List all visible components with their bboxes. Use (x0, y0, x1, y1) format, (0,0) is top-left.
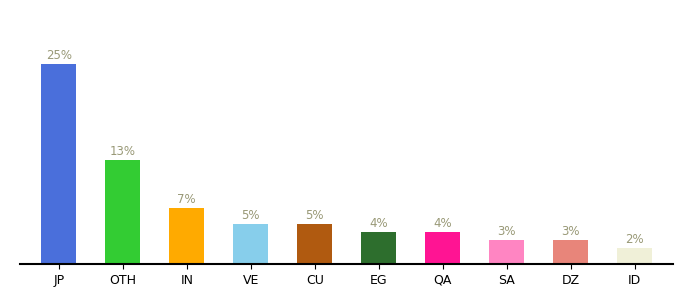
Text: 5%: 5% (241, 208, 260, 222)
Text: 4%: 4% (433, 217, 452, 230)
Text: 5%: 5% (305, 208, 324, 222)
Text: 3%: 3% (562, 225, 580, 238)
Bar (105, 160, 140, 264)
Text: 4%: 4% (369, 217, 388, 230)
Text: 7%: 7% (177, 193, 196, 206)
Bar (41, 64, 76, 264)
Text: 2%: 2% (626, 232, 644, 246)
Bar (554, 240, 588, 264)
Bar (617, 248, 652, 264)
Bar (489, 240, 524, 264)
Bar (297, 224, 333, 264)
Bar (169, 208, 205, 264)
Bar (361, 232, 396, 264)
Text: 25%: 25% (46, 49, 72, 62)
Bar (233, 224, 269, 264)
Text: 3%: 3% (498, 225, 516, 238)
Bar (425, 232, 460, 264)
Text: 13%: 13% (109, 145, 136, 158)
